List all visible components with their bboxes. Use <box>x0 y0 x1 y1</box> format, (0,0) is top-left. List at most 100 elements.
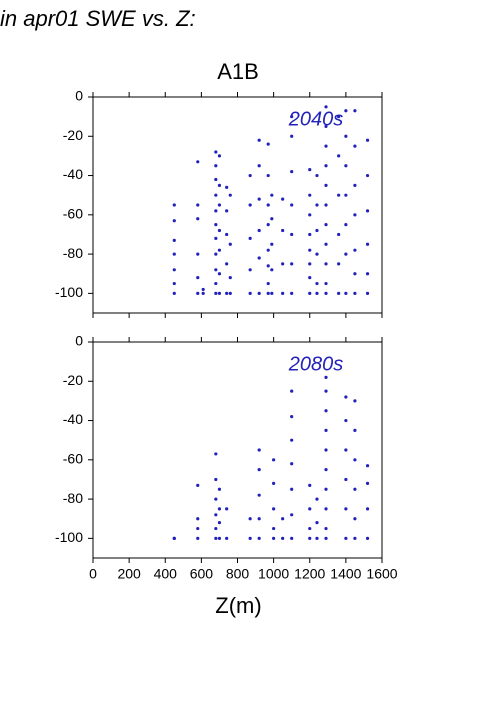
point <box>214 268 218 272</box>
point <box>290 291 294 295</box>
point <box>324 526 328 531</box>
point <box>266 173 270 178</box>
point <box>344 395 348 399</box>
y-tick-label: -40 <box>63 411 83 427</box>
point <box>257 468 261 472</box>
point <box>272 458 276 462</box>
point <box>324 242 328 246</box>
point <box>324 124 328 129</box>
point <box>214 223 218 227</box>
point <box>353 213 357 217</box>
point <box>308 262 312 266</box>
point <box>217 272 222 276</box>
point <box>201 291 205 295</box>
point <box>248 203 252 207</box>
point <box>315 291 319 295</box>
point <box>290 438 294 442</box>
point <box>281 262 285 266</box>
point <box>270 291 274 295</box>
y-tick-label: 0 <box>75 88 83 104</box>
point <box>324 375 328 379</box>
point <box>214 477 218 482</box>
point <box>365 464 370 468</box>
point <box>225 209 229 213</box>
point <box>172 203 176 207</box>
y-tick-label: 0 <box>75 333 83 349</box>
point <box>337 232 341 237</box>
point <box>257 228 261 233</box>
point <box>257 493 261 497</box>
y-tick-label: -80 <box>63 245 83 261</box>
x-tick-label: 200 <box>117 566 141 582</box>
point <box>214 536 218 540</box>
point <box>315 228 319 233</box>
point <box>324 164 328 168</box>
point <box>344 536 348 540</box>
point <box>344 507 348 511</box>
point <box>308 507 312 511</box>
point <box>315 252 319 256</box>
point <box>172 536 176 540</box>
point <box>308 248 312 252</box>
point <box>337 262 341 266</box>
x-tick-label: 800 <box>226 566 250 582</box>
point <box>248 536 252 540</box>
point <box>365 272 370 276</box>
point <box>324 487 328 491</box>
point <box>217 183 222 187</box>
point <box>344 252 348 256</box>
point <box>217 521 222 525</box>
point <box>196 252 200 256</box>
point <box>225 185 229 189</box>
point <box>248 517 252 521</box>
point <box>272 526 276 531</box>
point <box>290 134 294 138</box>
point <box>225 507 229 511</box>
point <box>324 389 328 393</box>
point <box>266 223 270 227</box>
point <box>324 105 328 109</box>
point <box>353 517 357 521</box>
point <box>344 477 348 482</box>
point <box>324 409 328 413</box>
point <box>172 238 176 242</box>
point <box>196 517 200 521</box>
point <box>281 517 285 521</box>
point <box>270 193 274 197</box>
point <box>324 183 328 187</box>
chart-title: A1B <box>217 59 259 84</box>
point <box>270 217 274 221</box>
point <box>324 448 328 452</box>
annotation: 2080s <box>288 353 344 375</box>
y-tick-label: -60 <box>63 451 83 467</box>
point <box>214 209 218 213</box>
point <box>365 481 370 485</box>
point <box>172 252 176 256</box>
point <box>214 252 218 256</box>
point <box>228 242 232 246</box>
point <box>315 497 319 501</box>
point <box>344 418 348 423</box>
point <box>344 291 348 295</box>
point <box>272 536 276 540</box>
point <box>353 248 357 252</box>
point <box>172 268 176 272</box>
point <box>324 468 328 472</box>
point <box>196 276 200 280</box>
point <box>337 115 341 119</box>
point <box>353 487 357 491</box>
point <box>257 536 261 540</box>
point <box>214 497 218 501</box>
point <box>308 483 312 487</box>
point <box>196 526 200 531</box>
point <box>214 193 218 197</box>
point <box>172 219 176 223</box>
point <box>324 507 328 511</box>
point <box>290 487 294 491</box>
point <box>365 209 370 213</box>
point <box>290 170 294 174</box>
point <box>281 291 285 295</box>
point <box>353 399 357 403</box>
point <box>344 193 348 197</box>
